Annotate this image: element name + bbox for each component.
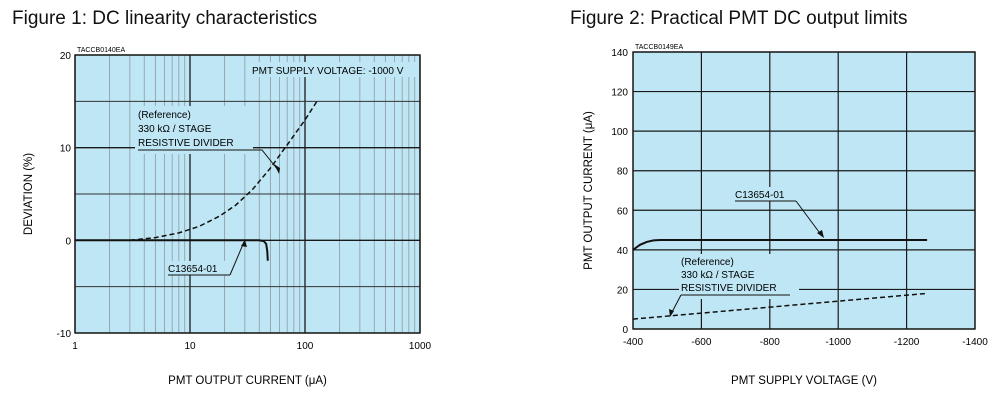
x-tick-label: -1400 bbox=[962, 337, 988, 348]
y-tick-label: 40 bbox=[617, 246, 629, 257]
annotation-bg bbox=[248, 62, 418, 77]
annotation-bg bbox=[166, 261, 230, 275]
figure-1: Figure 1: DC linearity characteristics 1… bbox=[12, 0, 482, 400]
annotation-supply-voltage: PMT SUPPLY VOLTAGE: -1000 V bbox=[252, 66, 404, 77]
y-tick-label: 20 bbox=[60, 51, 72, 62]
annotation-reference-line: RESISTIVE DIVIDER bbox=[138, 138, 234, 149]
x-axis-label: PMT SUPPLY VOLTAGE (V) bbox=[731, 375, 877, 387]
y-tick-label: 100 bbox=[611, 127, 628, 138]
x-tick-label: -1200 bbox=[894, 337, 920, 348]
annotation-arrowhead bbox=[274, 164, 280, 174]
annotation-leader bbox=[229, 241, 245, 276]
figure-code: TACCB0149EA bbox=[635, 44, 683, 51]
annotation-bg bbox=[734, 187, 796, 201]
y-tick-label: 140 bbox=[611, 48, 628, 59]
annotation-leader bbox=[244, 149, 279, 171]
series-c13654-01 bbox=[632, 239, 928, 251]
annotation-arrowhead bbox=[669, 309, 674, 317]
y-tick-label: 0 bbox=[65, 236, 71, 247]
annotation-bg bbox=[135, 106, 253, 154]
y-tick-label: 80 bbox=[617, 167, 629, 178]
x-tick-label: 100 bbox=[297, 341, 314, 352]
annotation-reference-line: (Reference) bbox=[681, 257, 734, 268]
y-tick-label: 120 bbox=[611, 88, 628, 99]
annotation-reference-line: RESISTIVE DIVIDER bbox=[681, 283, 777, 294]
annotation-arrowhead bbox=[817, 230, 824, 238]
figure-2-chart: -400 -600 -800 -1000 -1200 -1400 0 20 40 60 80 100 1… bbox=[583, 44, 988, 387]
figure-2-title: Figure 2: Practical PMT DC output limits bbox=[570, 8, 908, 29]
x-tick-label: 1000 bbox=[409, 341, 432, 352]
x-tick-label: 10 bbox=[184, 341, 196, 352]
x-tick-label: -800 bbox=[760, 337, 780, 348]
y-axis-label: PMT OUTPUT CURRENT (μA) bbox=[583, 111, 595, 270]
annotation-bg bbox=[679, 254, 799, 299]
x-tick-label: 1 bbox=[72, 341, 78, 352]
series-reference-dashed bbox=[129, 99, 319, 242]
annotation-c13654: C13654-01 bbox=[735, 190, 785, 201]
annotation-c13654: C13654-01 bbox=[168, 264, 218, 275]
y-tick-label: 20 bbox=[617, 285, 629, 296]
series-reference-dashed bbox=[632, 292, 928, 320]
y-tick-label: 0 bbox=[622, 325, 628, 336]
annotation-reference-line: (Reference) bbox=[138, 110, 191, 121]
figure-2: Figure 2: Practical PMT DC output limits… bbox=[570, 0, 1000, 400]
annotation-leader bbox=[795, 200, 823, 237]
figure-code: TACCB0140EA bbox=[77, 47, 125, 54]
plot-frame bbox=[632, 51, 976, 330]
figure-1-title: Figure 1: DC linearity characteristics bbox=[12, 8, 318, 29]
y-tick-label: -10 bbox=[57, 329, 72, 340]
figure-1-chart: 1 10 100 1000 -10 0 10 20 TACCB0140EA PMT OUTPUT … bbox=[23, 47, 432, 387]
annotation-arrowhead bbox=[241, 240, 247, 247]
annotation-reference-line: 330 kΩ / STAGE bbox=[681, 270, 755, 281]
plot-frame bbox=[74, 54, 421, 334]
x-axis-label: PMT OUTPUT CURRENT (μA) bbox=[168, 375, 327, 387]
x-tick-label: -400 bbox=[623, 337, 643, 348]
x-tick-label: -1000 bbox=[825, 337, 851, 348]
x-tick-label: -600 bbox=[691, 337, 711, 348]
y-tick-label: 60 bbox=[617, 206, 629, 217]
y-tick-label: 10 bbox=[60, 144, 72, 155]
y-axis-label: DEVIATION (%) bbox=[23, 153, 35, 235]
annotation-reference-line: 330 kΩ / STAGE bbox=[138, 124, 212, 135]
